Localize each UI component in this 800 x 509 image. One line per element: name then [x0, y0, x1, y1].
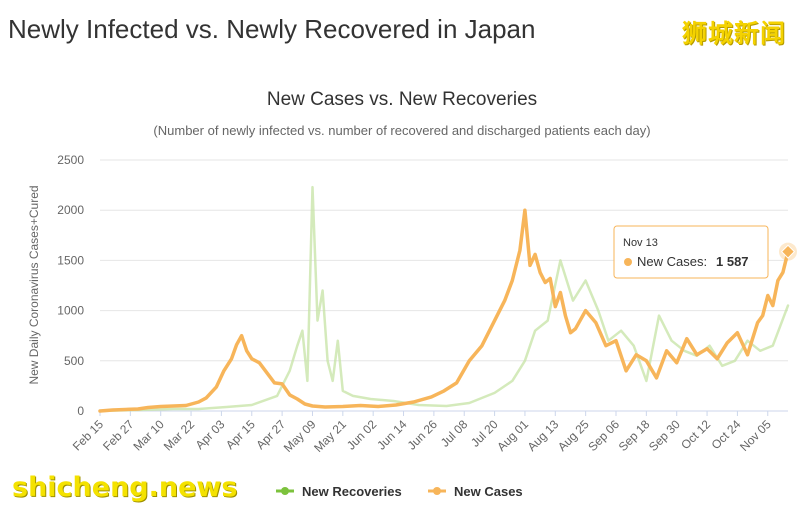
x-tick-jun-26: Jun 26 — [405, 417, 441, 453]
x-tick-may-09: May 09 — [281, 417, 319, 455]
x-tick-jul-08: Jul 08 — [438, 417, 471, 450]
legend-marker-new-cases — [433, 487, 441, 495]
legend[interactable]: New Recoveries New Cases — [276, 484, 523, 499]
y-tick-500: 500 — [64, 354, 84, 368]
y-axis-label: New Daily Coronavirus Cases+Cured — [27, 185, 41, 384]
x-tick-feb-15: Feb 15 — [70, 417, 107, 454]
series-layer — [98, 185, 797, 413]
x-tick-may-21: May 21 — [311, 417, 349, 455]
y-axis-ticks: 0 500 1000 1500 2000 2500 — [57, 153, 84, 418]
y-tick-1000: 1000 — [57, 304, 84, 318]
page-title: Newly Infected vs. Newly Recovered in Ja… — [8, 14, 536, 44]
series-line-new-recoveries — [98, 185, 790, 413]
x-tick-apr-03: Apr 03 — [193, 417, 228, 452]
highlight-point — [780, 244, 796, 259]
x-tick-jun-02: Jun 02 — [344, 417, 380, 453]
tooltip-date: Nov 13 — [623, 237, 658, 249]
x-tick-sep-30: Sep 30 — [646, 417, 683, 454]
tooltip-series-marker — [624, 258, 632, 266]
watermark-text: shicheng.news — [12, 472, 238, 503]
x-tick-mar-10: Mar 10 — [131, 417, 168, 454]
tooltip-value: 1 587 — [716, 254, 749, 269]
tooltip-label: New Cases: — [637, 254, 707, 269]
chart-title: New Cases vs. New Recoveries — [267, 89, 537, 110]
x-tick-apr-15: Apr 15 — [223, 417, 258, 452]
x-tick-nov-05: Nov 05 — [737, 417, 774, 454]
x-tick-sep-18: Sep 18 — [616, 417, 653, 454]
legend-item-new-cases[interactable]: New Cases — [428, 484, 523, 499]
legend-label-new-cases: New Cases — [454, 484, 523, 499]
x-tick-aug-25: Aug 25 — [555, 417, 592, 454]
x-tick-jun-14: Jun 14 — [374, 417, 410, 453]
y-tick-1500: 1500 — [57, 253, 84, 267]
y-tick-0: 0 — [77, 404, 84, 418]
x-tick-mar-22: Mar 22 — [161, 417, 198, 454]
legend-label-new-recoveries: New Recoveries — [302, 484, 402, 499]
legend-item-new-recoveries[interactable]: New Recoveries — [276, 484, 402, 499]
legend-marker-new-recoveries — [281, 487, 289, 495]
x-tick-aug-13: Aug 13 — [525, 417, 562, 454]
x-tick-feb-27: Feb 27 — [100, 417, 137, 454]
x-tick-oct-12: Oct 12 — [678, 417, 713, 452]
tooltip: Nov 13 New Cases: 1 587 — [613, 225, 769, 279]
x-tick-aug-01: Aug 01 — [494, 417, 531, 454]
tooltip-box — [613, 225, 769, 279]
y-tick-2000: 2000 — [57, 203, 84, 217]
chart-subtitle: (Number of newly infected vs. number of … — [153, 123, 650, 138]
grid-lines — [100, 159, 788, 412]
y-tick-2500: 2500 — [57, 153, 84, 167]
series-line-new-cases — [98, 208, 790, 413]
x-tick-sep-06: Sep 06 — [585, 417, 622, 454]
brand-logo: 狮城新闻 — [681, 19, 786, 48]
